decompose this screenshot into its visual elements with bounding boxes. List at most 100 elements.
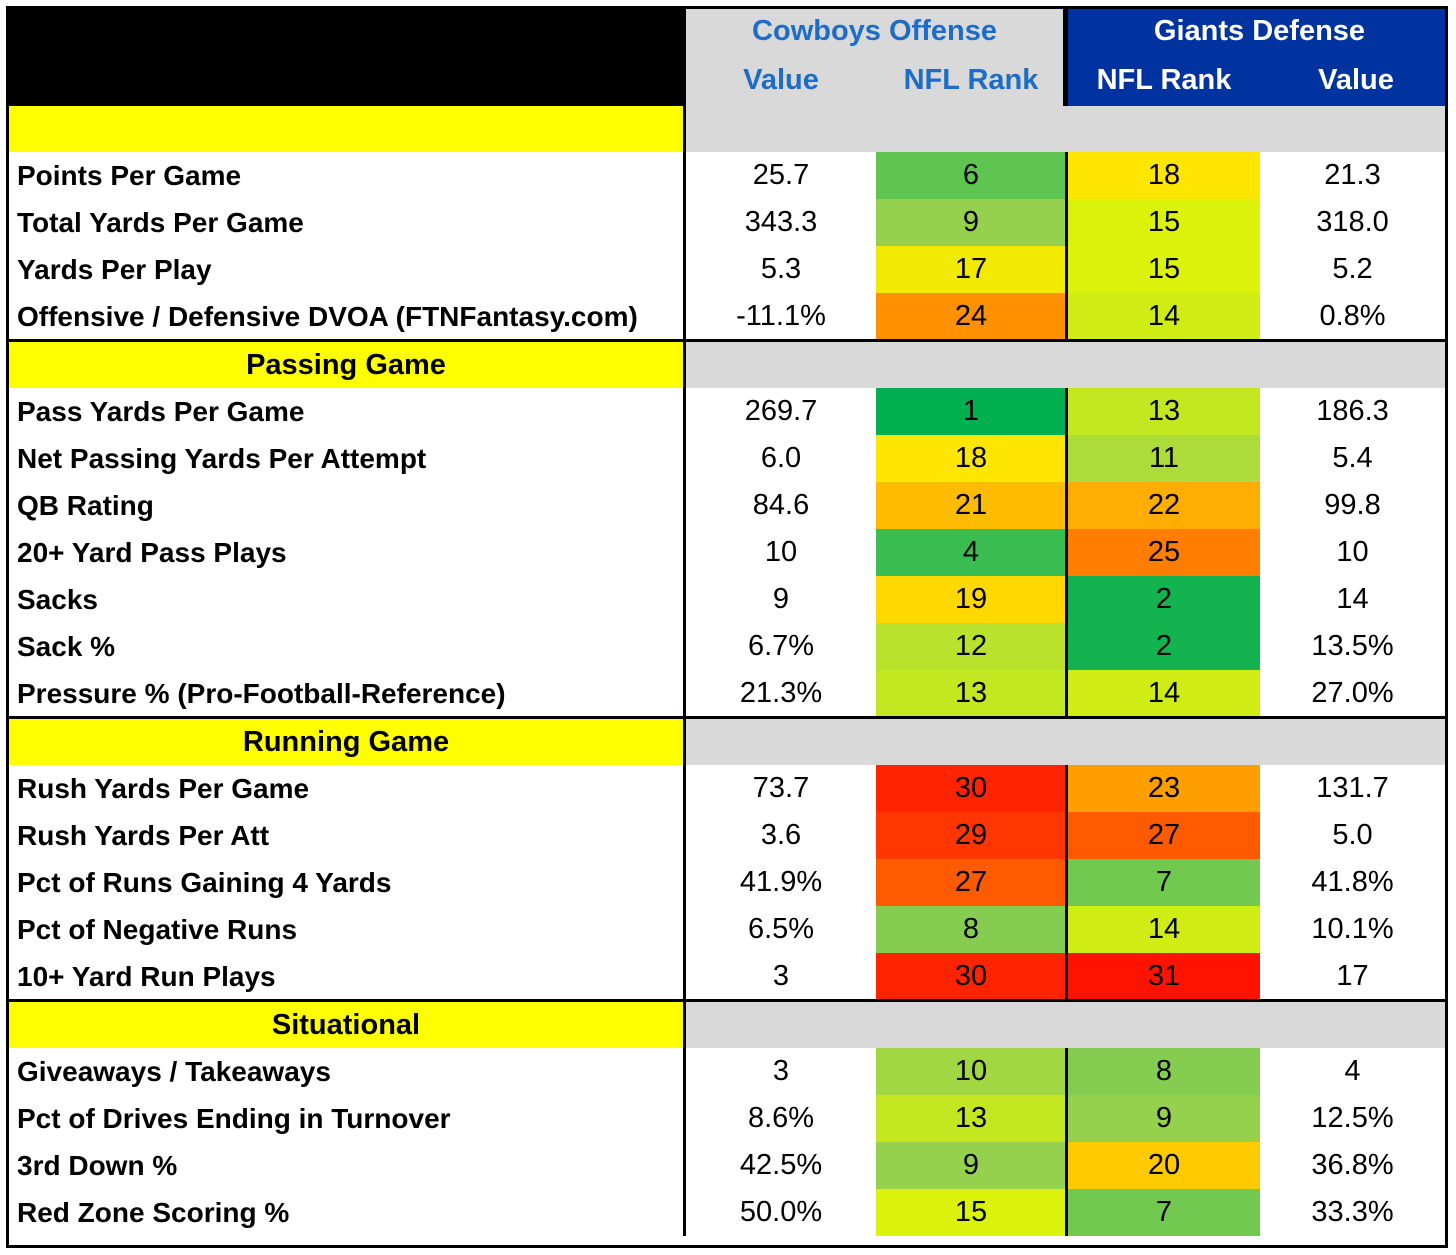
defense-rank-cell: 13 [1068,388,1260,435]
defense-rank-cell: 9 [1068,1095,1260,1142]
section-header-filler [686,1002,1445,1048]
column-divider [683,1002,686,1236]
row-label: Total Yards Per Game [17,206,304,238]
offense-value-cell: 42.5% [739,1149,823,1181]
row-label: Net Passing Yards Per Attempt [17,442,427,474]
row-label: Pressure % (Pro-Football-Reference) [17,677,506,709]
offense-value-cell: 41.9% [739,866,823,898]
defense-rank-cell: 20 [1068,1142,1260,1189]
section-header-filler [686,719,1445,765]
defense-rank-cell: 14 [1068,293,1260,340]
offense-value-cell: 343.3 [744,206,818,238]
row-label: Pct of Drives Ending in Turnover [17,1102,451,1134]
stats-table: Cowboys Offense Value NFL Rank Giants De… [6,6,1448,1248]
offense-value-cell: 25.7 [752,159,810,191]
defense-value-cell: 21.3 [1324,159,1381,191]
row-label: Sacks [17,583,98,615]
column-divider [683,719,686,1000]
header-divider [1063,9,1068,106]
defense-rank-cell: 2 [1068,623,1260,670]
offense-rank-cell: 29 [876,812,1066,859]
defense-value-cell: 131.7 [1316,772,1389,804]
offense-value-cell: 10 [764,536,798,568]
column-divider [1065,388,1068,717]
defense-value-cell: 0.8% [1319,300,1386,332]
offense-rank-cell: 18 [876,435,1066,482]
defense-rank-cell: 8 [1068,1048,1260,1095]
offense-value-cell: 6.7% [747,630,815,662]
row-label: Offensive / Defensive DVOA (FTNFantasy.c… [17,300,638,332]
defense-value-cell: 99.8 [1324,489,1381,521]
defense-rank-cell: 14 [1068,670,1260,717]
defense-rank-cell: 2 [1068,576,1260,623]
defense-rank-header: NFL Rank [1096,64,1232,96]
offense-rank-cell: 10 [876,1048,1066,1095]
defense-rank-cell: 7 [1068,1189,1260,1236]
section-title: Running Game [9,719,683,765]
defense-value-cell: 10 [1336,536,1369,568]
column-divider [683,106,686,340]
defense-value-cell: 27.0% [1311,677,1394,709]
defense-value-cell: 5.0 [1332,819,1373,851]
section-divider [9,999,1445,1002]
offense-rank-cell: 24 [876,293,1066,340]
offense-value-cell: -11.1% [736,300,826,332]
row-label: Giveaways / Takeaways [17,1055,331,1087]
defense-title: Giants Defense [1153,15,1366,47]
column-divider [1065,152,1068,340]
defense-value-cell: 186.3 [1316,395,1389,427]
offense-value-cell: 9 [772,583,790,615]
section-title: Passing Game [9,342,683,388]
defense-rank-cell: 18 [1068,152,1260,199]
defense-rank-cell: 15 [1068,199,1260,246]
offense-header: Cowboys Offense Value NFL Rank [686,9,1063,106]
offense-title: Cowboys Offense [752,15,997,47]
offense-rank-cell: 15 [876,1189,1066,1236]
offense-rank-cell: 1 [876,388,1066,435]
offense-value-cell: 269.7 [744,395,818,427]
header-black-block [9,9,683,106]
defense-rank-cell: 25 [1068,529,1260,576]
section-header-filler [686,106,1445,152]
section-divider [9,716,1445,719]
offense-rank-cell: 27 [876,859,1066,906]
defense-value-cell: 36.8% [1311,1149,1394,1181]
offense-rank-cell: 6 [876,152,1066,199]
column-divider [1065,765,1068,1000]
defense-rank-cell: 31 [1068,953,1260,1000]
header-divider [683,9,686,106]
defense-value-header: Value [1318,64,1394,96]
offense-rank-cell: 17 [876,246,1066,293]
defense-rank-cell: 22 [1068,482,1260,529]
row-label: QB Rating [17,489,154,521]
offense-rank-cell: 12 [876,623,1066,670]
row-label: Points Per Game [17,159,242,191]
offense-value-cell: 3 [772,960,790,992]
defense-rank-cell: 11 [1068,435,1260,482]
defense-value-cell: 17 [1336,960,1369,992]
row-label: Pct of Negative Runs [17,913,298,945]
row-label: Rush Yards Per Att [17,819,270,851]
row-label: 10+ Yard Run Plays [17,960,276,992]
defense-rank-cell: 7 [1068,859,1260,906]
defense-rank-cell: 27 [1068,812,1260,859]
defense-value-cell: 5.2 [1332,253,1373,285]
row-label: 3rd Down % [17,1149,178,1181]
row-label: Pass Yards Per Game [17,395,305,427]
offense-value-cell: 5.3 [760,253,802,285]
defense-value-cell: 12.5% [1311,1102,1394,1134]
defense-rank-cell: 14 [1068,906,1260,953]
row-label: Yards Per Play [17,253,212,285]
offense-rank-cell: 9 [876,1142,1066,1189]
offense-value-cell: 21.3% [739,677,823,709]
defense-value-cell: 33.3% [1311,1196,1394,1228]
row-label: Sack % [17,630,116,662]
row-label: Pct of Runs Gaining 4 Yards [17,866,392,898]
offense-rank-cell: 4 [876,529,1066,576]
defense-value-cell: 41.8% [1311,866,1394,898]
column-divider [1065,1048,1068,1236]
row-label: 20+ Yard Pass Plays [17,536,287,568]
offense-value-cell: 50.0% [739,1196,823,1228]
offense-value-cell: 84.6 [752,489,810,521]
offense-rank-cell: 21 [876,482,1066,529]
